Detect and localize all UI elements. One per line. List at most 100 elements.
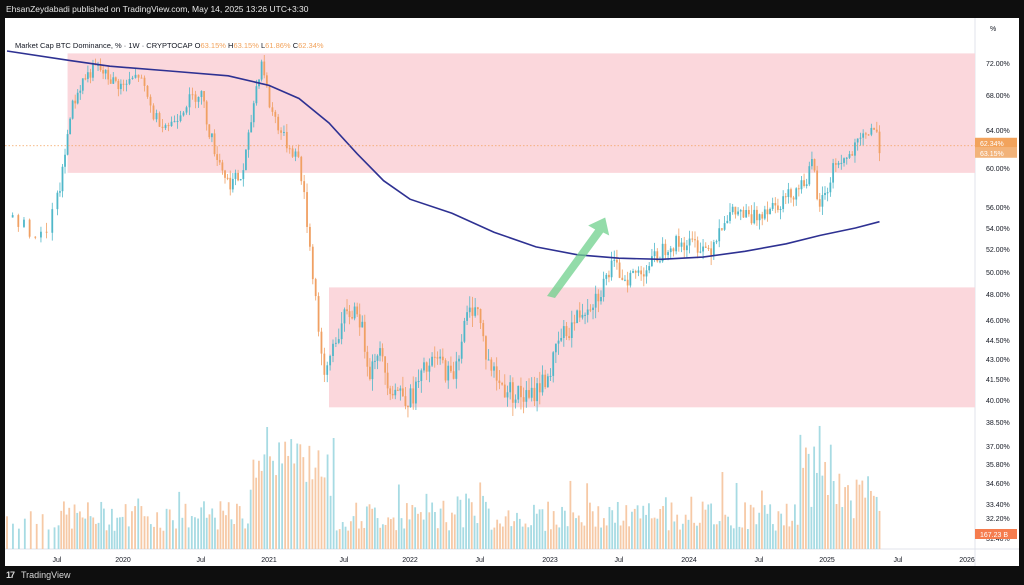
candle-body [343, 309, 346, 324]
candle-body [826, 192, 829, 194]
candle-body [856, 138, 859, 143]
candle-body [176, 120, 179, 122]
candle-body [560, 337, 563, 341]
candle-body [76, 92, 79, 104]
candle-body [425, 362, 428, 372]
candle-body [229, 177, 232, 190]
volume-bar [575, 518, 577, 549]
volume-bar [501, 526, 504, 549]
candle-body [283, 131, 285, 133]
tradingview-brand[interactable]: TradingView [21, 570, 71, 580]
volume-bar [721, 472, 724, 549]
chart-frame[interactable]: % 72.00% 68.00% 64.00% 60.00% 56.00% 54.00% 52.… [5, 18, 1019, 566]
candle-body [239, 179, 242, 181]
volume-bar [335, 530, 338, 549]
volume-bar [769, 504, 772, 549]
candle-body [565, 326, 568, 337]
candle-body [348, 311, 351, 318]
volume-bar [365, 506, 368, 549]
candle-body [498, 380, 501, 384]
candle-body [337, 339, 340, 343]
volume-bar [153, 526, 155, 549]
candle-body [774, 202, 777, 206]
volume-bar [653, 517, 656, 549]
volume-bar [493, 527, 496, 549]
moving-average-line [6, 50, 880, 261]
y-tick-label: 54.00% [986, 226, 1010, 233]
candle-body [544, 374, 547, 388]
candle-body [208, 124, 211, 138]
volume-bar [807, 453, 810, 549]
candle-body [699, 251, 702, 253]
symbol-name[interactable]: Market Cap BTC Dominance, % · 1W · CRYPT… [15, 41, 193, 50]
volume-bar [867, 476, 869, 549]
volume-bar [496, 519, 499, 549]
candle-body [672, 248, 675, 252]
candle-body [260, 61, 263, 80]
y-tick-label: 60.00% [986, 166, 1010, 173]
volume-bar [116, 517, 119, 549]
candle-body [753, 209, 756, 224]
volume-bar [533, 504, 535, 549]
volume-bar [53, 527, 56, 549]
candle-body [509, 382, 512, 393]
volume-bar [323, 477, 326, 549]
volume-bar [878, 510, 881, 549]
candle-body [271, 107, 274, 112]
volume-bar [290, 439, 293, 549]
candle-body [194, 94, 197, 102]
volume-bar [266, 426, 269, 549]
volume-bar [184, 503, 187, 549]
volume-bar [62, 501, 65, 549]
volume-bar [763, 505, 766, 549]
volume-bar [735, 482, 738, 549]
volume-bar [804, 447, 807, 549]
candle-body [653, 251, 656, 257]
candle-body [795, 188, 798, 200]
volume-bar [347, 530, 350, 549]
candle-body [680, 242, 683, 247]
volume-bar [484, 501, 487, 549]
candle-body [645, 270, 648, 277]
candle-body [74, 100, 77, 104]
volume-bar [405, 503, 408, 549]
candle-body [389, 388, 392, 394]
candle-body [634, 271, 637, 273]
y-tick-label: 46.00% [986, 318, 1010, 325]
candle-body [761, 214, 764, 219]
candle-body [837, 162, 840, 165]
candle-body [803, 180, 805, 186]
volume-bar [693, 522, 696, 549]
volume-bar [252, 459, 255, 549]
candle-body [715, 241, 718, 243]
volume-bar [499, 523, 501, 549]
volume-bar [681, 523, 684, 549]
candle-body [386, 372, 389, 389]
volume-bar [642, 505, 645, 549]
tradingview-logo-icon[interactable]: 17 [6, 570, 15, 580]
candle-body [616, 259, 618, 263]
y-tick-label: 72.00% [986, 61, 1010, 68]
candle-body [845, 157, 848, 159]
candle-body [613, 259, 616, 261]
candle-body [808, 166, 811, 185]
volume-bar [419, 512, 422, 549]
volume-bar [513, 521, 516, 549]
volume-bar [260, 470, 263, 549]
candle-body [158, 113, 161, 127]
volume-bar [594, 526, 597, 549]
volume-bar [81, 517, 84, 549]
volume-bar [864, 497, 867, 549]
volume-bar [838, 473, 841, 549]
candle-body [493, 366, 495, 371]
candle-body [584, 314, 586, 316]
volume-bar [442, 500, 445, 549]
y-tick-label: 37.00% [986, 444, 1010, 451]
volume-bar [547, 501, 549, 549]
volume-bar [552, 511, 555, 549]
volume-bar [131, 511, 133, 549]
candle-body [40, 231, 42, 238]
chart-canvas[interactable]: % 72.00% 68.00% 64.00% 60.00% 56.00% 54.00% 52.… [5, 18, 1019, 566]
volume-bar [194, 517, 196, 549]
volume-bar [650, 518, 653, 549]
